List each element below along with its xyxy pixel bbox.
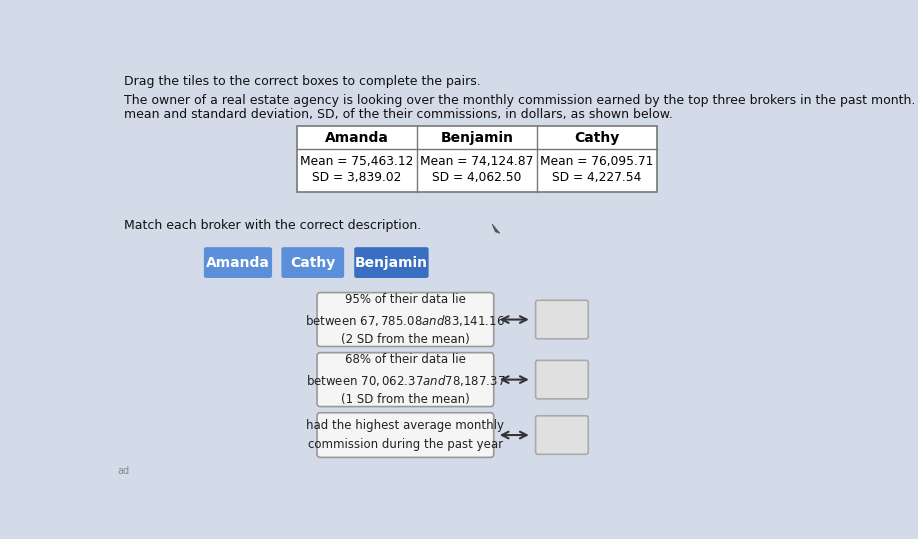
FancyBboxPatch shape — [204, 247, 272, 278]
Text: Drag the tiles to the correct boxes to complete the pairs.: Drag the tiles to the correct boxes to c… — [124, 75, 481, 88]
Polygon shape — [492, 224, 500, 233]
Text: Benjamin: Benjamin — [355, 255, 428, 270]
Text: Mean = 75,463.12: Mean = 75,463.12 — [300, 155, 414, 168]
Text: Benjamin: Benjamin — [441, 131, 513, 145]
FancyBboxPatch shape — [317, 293, 494, 347]
FancyBboxPatch shape — [535, 416, 588, 454]
FancyBboxPatch shape — [282, 247, 344, 278]
Text: SD = 4,062.50: SD = 4,062.50 — [432, 171, 521, 184]
Text: Amanda: Amanda — [325, 131, 389, 145]
Text: Amanda: Amanda — [206, 255, 270, 270]
Text: ad: ad — [118, 466, 130, 476]
FancyBboxPatch shape — [317, 353, 494, 406]
Text: 68% of their data lie
between $70,062.37 and $78,187.37
(1 SD from the mean): 68% of their data lie between $70,062.37… — [306, 353, 505, 406]
Text: SD = 4,227.54: SD = 4,227.54 — [553, 171, 642, 184]
Text: Cathy: Cathy — [575, 131, 620, 145]
Text: SD = 3,839.02: SD = 3,839.02 — [312, 171, 402, 184]
FancyBboxPatch shape — [297, 126, 657, 192]
Text: Mean = 76,095.71: Mean = 76,095.71 — [541, 155, 654, 168]
FancyBboxPatch shape — [535, 361, 588, 399]
Text: The owner of a real estate agency is looking over the monthly commission earned : The owner of a real estate agency is loo… — [124, 94, 918, 107]
Text: had the highest average monthly
commission during the past year: had the highest average monthly commissi… — [307, 419, 504, 451]
FancyBboxPatch shape — [317, 413, 494, 458]
Text: Match each broker with the correct description.: Match each broker with the correct descr… — [124, 219, 421, 232]
Text: Mean = 74,124.87: Mean = 74,124.87 — [420, 155, 533, 168]
Text: 95% of their data lie
between $67,785.08 and $83,141.16
(2 SD from the mean): 95% of their data lie between $67,785.08… — [306, 293, 505, 346]
FancyBboxPatch shape — [354, 247, 429, 278]
FancyBboxPatch shape — [535, 300, 588, 339]
Text: mean and standard deviation, SD, of the their commissions, in dollars, as shown : mean and standard deviation, SD, of the … — [124, 108, 673, 121]
Text: Cathy: Cathy — [290, 255, 335, 270]
